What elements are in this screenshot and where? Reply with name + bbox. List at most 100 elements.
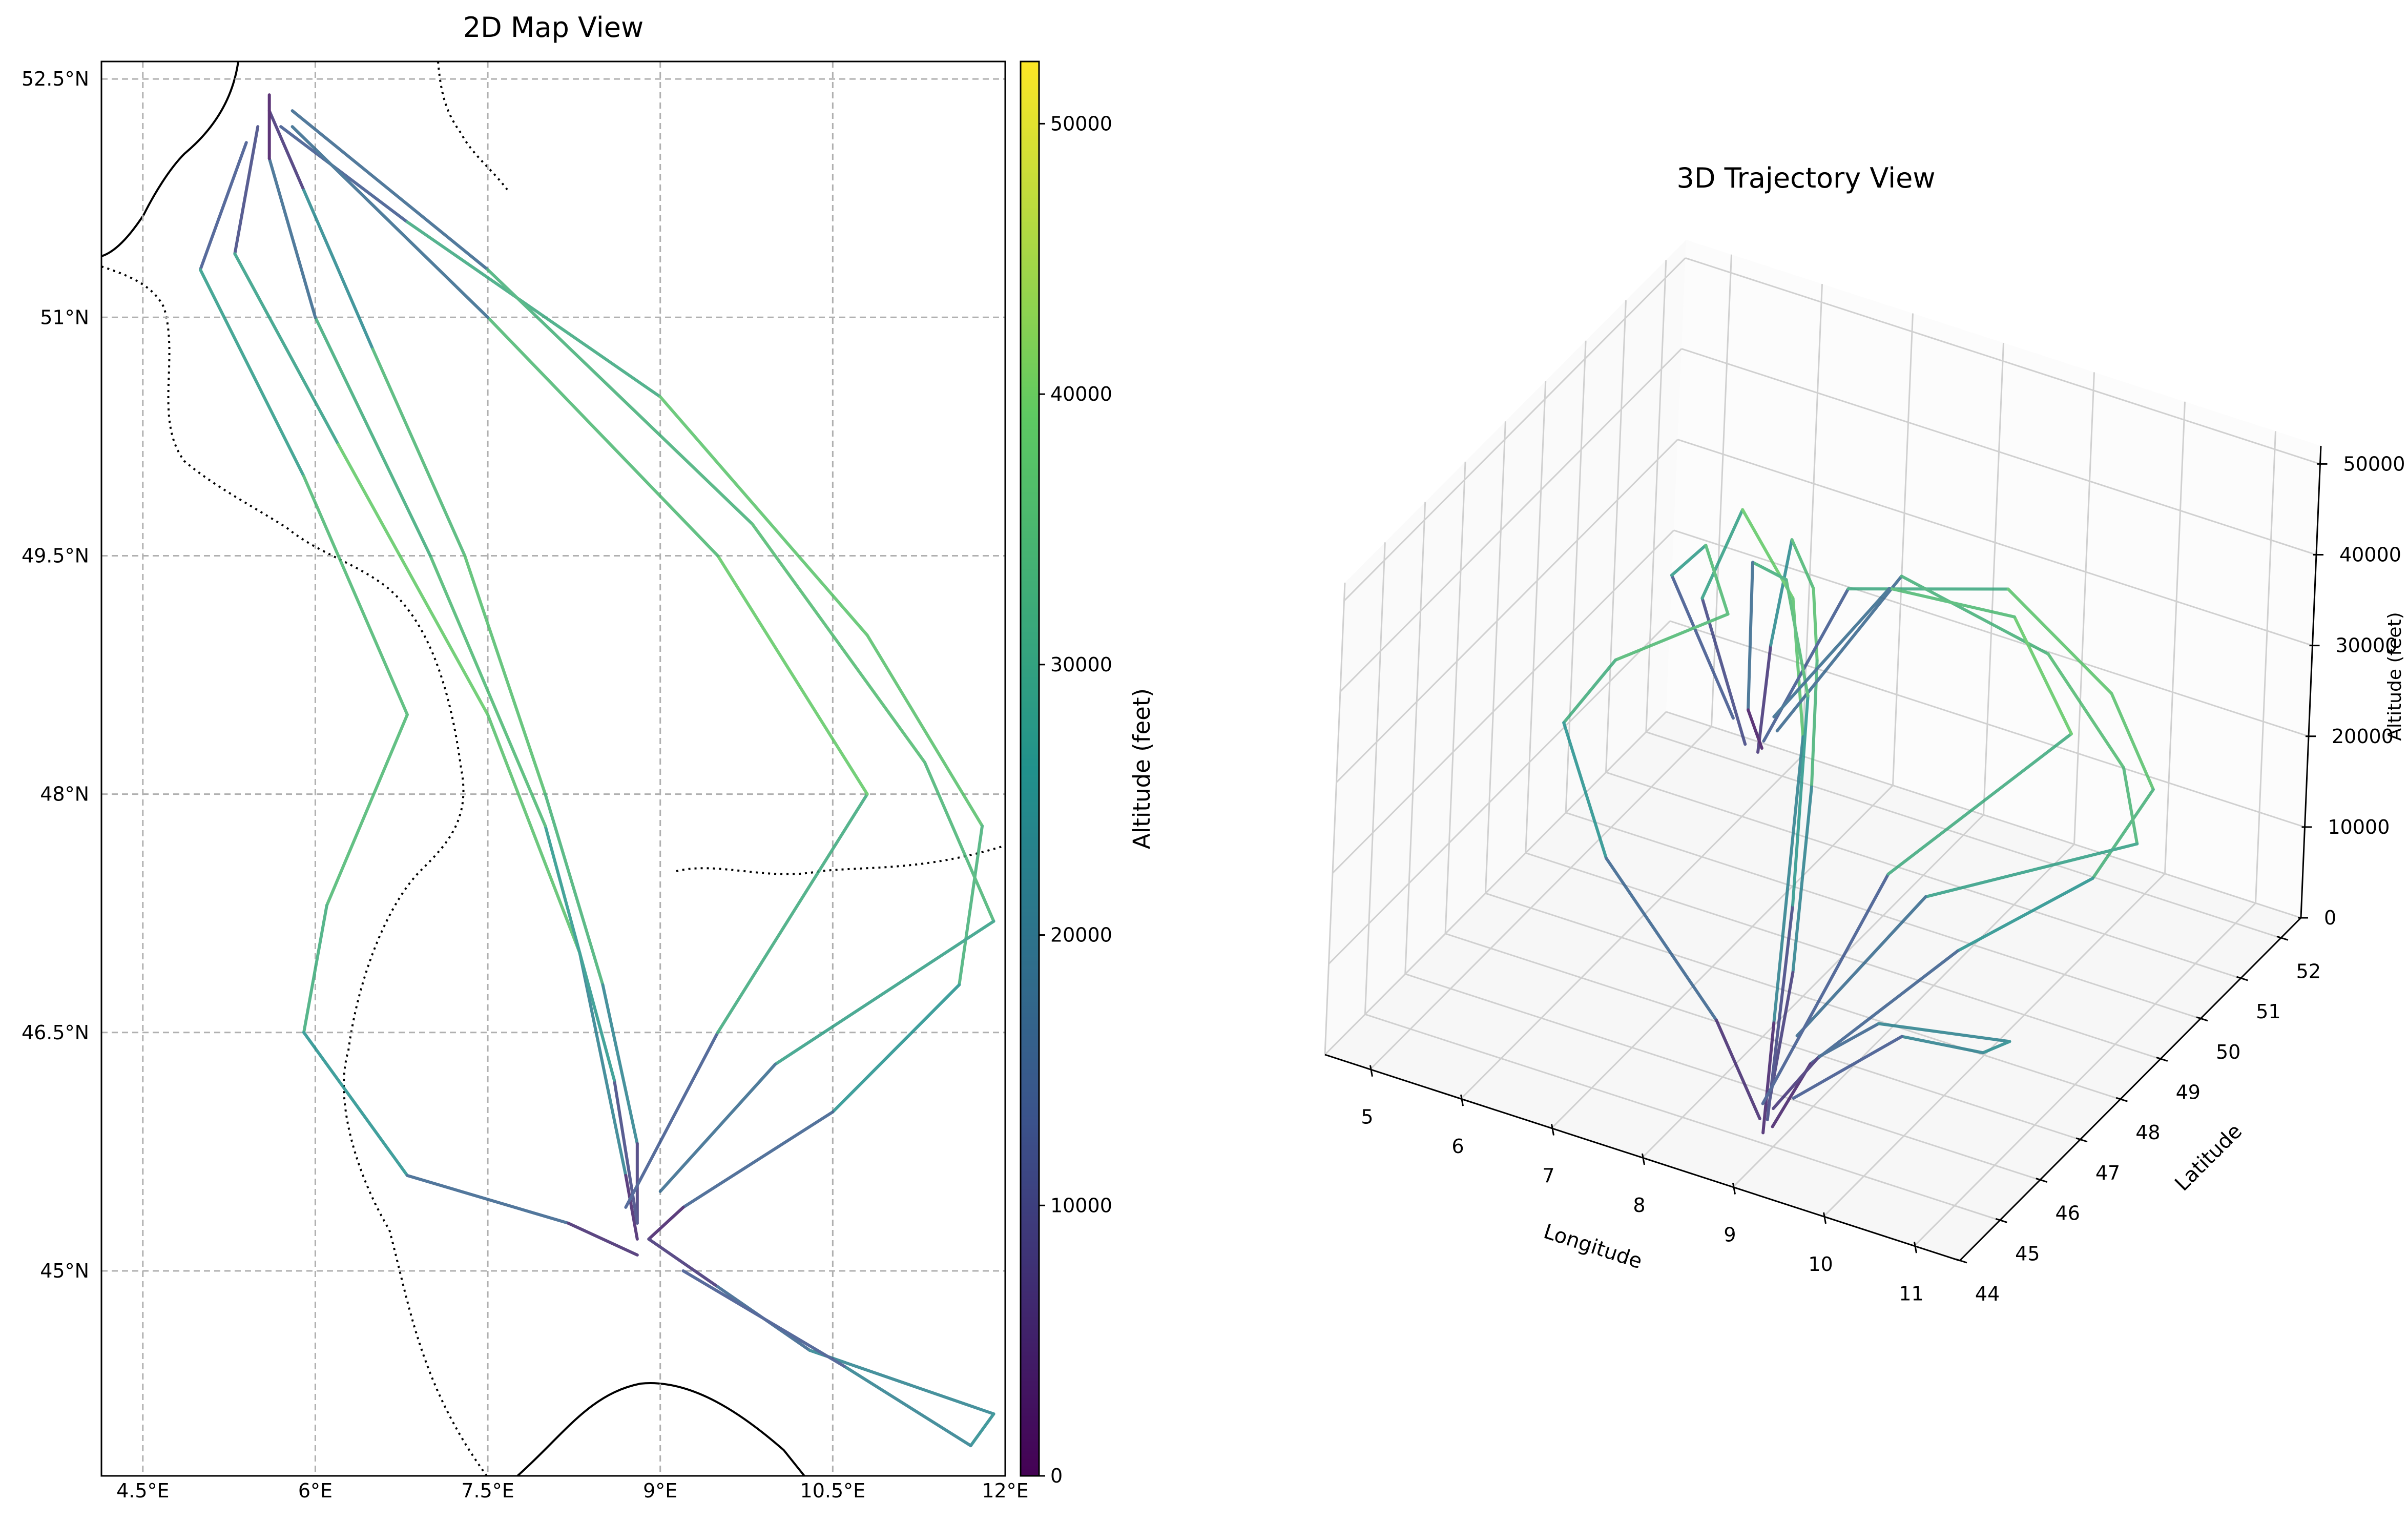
trajectory-segment (302, 1031, 409, 1177)
z-tick-label: 50000 (2343, 453, 2405, 475)
grid-line (1642, 814, 1984, 1159)
z-tick-label: 10000 (2328, 816, 2390, 838)
grid-line (1485, 892, 2121, 1100)
trajectory-segment (302, 475, 409, 716)
grid-line (1445, 933, 2081, 1141)
trajectory-segment (1887, 586, 2016, 619)
y-tick-label: 51°N (40, 306, 89, 328)
trajectory-segment (1784, 578, 1810, 697)
x-axis-label: Longitude (1541, 1220, 1645, 1273)
trajectory-segment (1809, 949, 1960, 1066)
trajectory-segment (302, 189, 375, 351)
border (676, 845, 1005, 875)
trajectory-segment (1562, 658, 1617, 725)
z-tick-label: 0 (2324, 907, 2336, 929)
map-panel: 2D Map View 4.5°E 6°E 7.5°E 9°E 10.5°E 12°E 45°… (22, 11, 1155, 1502)
y-tick-label: 51 (2256, 1000, 2280, 1023)
grid-line (1404, 502, 1426, 974)
trajectory-segment (658, 395, 869, 637)
trajectory-segment (716, 554, 869, 796)
trajectory-segment (314, 316, 432, 558)
trajectory-segment (1769, 538, 1794, 647)
coastlines (101, 61, 1005, 1476)
y-tick (2075, 1137, 2088, 1143)
grid-line (1711, 254, 1732, 727)
grid-line (1484, 421, 1506, 894)
trajectory-segment (1704, 543, 1730, 616)
trajectory-segment (1900, 1035, 1985, 1055)
3d-panel: 3D Trajectory View 5 6 7 8 9 10 11 44 45 46 47 48 49 5… (1324, 162, 2405, 1305)
trajectory-segment (1956, 877, 2094, 953)
x-tick-label: 11 (1899, 1282, 1923, 1305)
trajectory-segment (2122, 766, 2139, 846)
trajectory-segment (1877, 1022, 2011, 1043)
grid-line (2073, 372, 2095, 845)
trajectory-segment (290, 125, 490, 319)
trajectory-segment (1670, 543, 1708, 577)
x-tick-label: 10.5°E (800, 1479, 866, 1502)
trajectory-segment (325, 713, 409, 907)
grid-line (1565, 812, 2201, 1020)
trajectory-segment (2110, 692, 2155, 791)
y-tick-label: 48 (2135, 1121, 2160, 1144)
grid-line (1823, 873, 2166, 1217)
grid-line (1606, 771, 2241, 979)
trajectory-segment (2091, 788, 2155, 880)
trajectory-segment (1900, 574, 2050, 656)
grid-line (1328, 620, 1671, 964)
trajectory-segment (601, 983, 639, 1145)
grid-line (1339, 348, 1683, 692)
trajectory-segment (428, 554, 547, 828)
grid-line (1673, 529, 2309, 737)
grid-line (1914, 902, 2256, 1247)
trajectory-segment (624, 1031, 719, 1209)
trajectory-segment (1747, 561, 1754, 712)
trajectory-segment (681, 1269, 846, 1368)
grid-line (1892, 313, 1914, 786)
trajectory-segment (267, 109, 305, 192)
trajectory-segment (1741, 508, 1795, 600)
grid-line (1364, 1013, 2000, 1221)
trajectory-segment (290, 109, 490, 272)
x-tick (1914, 1242, 1917, 1253)
trajectory-segment (923, 760, 995, 923)
y-tick (2196, 1016, 2208, 1022)
y-tick-label: 45 (2015, 1242, 2040, 1265)
x-tick-label: 4.5°E (116, 1479, 169, 1502)
grid-line (1732, 844, 2075, 1188)
grid-line (1666, 711, 2301, 919)
x-tick-label: 7.5°E (461, 1479, 514, 1502)
y-tick-label: 52.5°N (22, 68, 89, 90)
colorbar-tick-label: 10000 (1050, 1194, 1112, 1217)
coastline (516, 1382, 805, 1476)
trajectory-segment (1924, 842, 2139, 899)
grid-line (1324, 582, 1346, 1055)
trajectory-segment (486, 268, 754, 526)
y-tick (2236, 976, 2248, 981)
y-tick-label: 49 (2176, 1081, 2201, 1103)
z-axis-label: Altitude (feet) (2384, 612, 2405, 741)
x-tick (1642, 1153, 1645, 1165)
axis-line (1324, 1054, 1960, 1262)
trajectory-segment (463, 554, 547, 796)
trajectory-segment (544, 792, 605, 986)
grid-line (1324, 711, 1667, 1056)
y-tick-label: 45°N (40, 1260, 89, 1282)
trajectory-segment (1791, 785, 1813, 974)
y-tick (2276, 935, 2289, 941)
trajectory-segment (1817, 1022, 1880, 1058)
pane (1325, 240, 1686, 1055)
grid-line (1444, 461, 1466, 934)
x-tick-label: 9 (1724, 1223, 1736, 1246)
z-tick-label: 40000 (2339, 544, 2401, 566)
trajectory-segment (1886, 732, 2073, 876)
grid-line (1681, 348, 2317, 556)
y-tick (2156, 1057, 2168, 1062)
trajectory-segment (1766, 903, 1795, 1121)
trajectory-segment (1751, 561, 1788, 582)
trajectory-segment (1756, 643, 1773, 754)
grid-line (2164, 401, 2186, 874)
grid-line (1685, 257, 2320, 465)
y-tick (1995, 1218, 2007, 1223)
colorbar (1020, 60, 1040, 1477)
